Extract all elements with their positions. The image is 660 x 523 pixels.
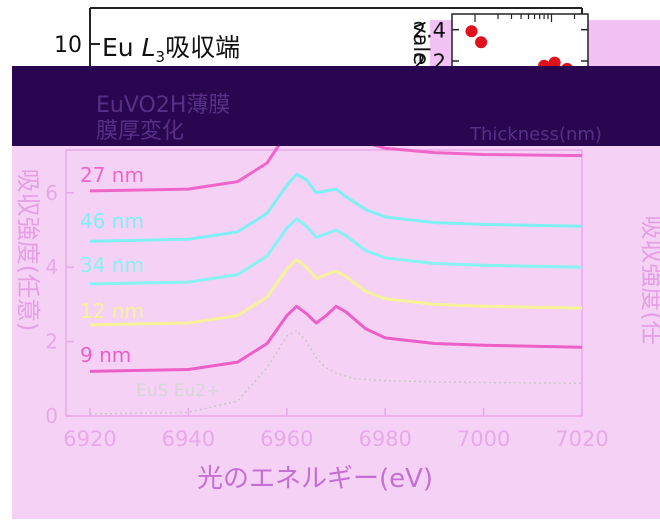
right-axis-label: 吸収強度(任 — [638, 215, 660, 344]
x-tick-label: 7000 — [457, 427, 510, 451]
series-lines — [89, 146, 583, 415]
y-tick-label: 2 — [45, 330, 58, 354]
series-line — [89, 146, 583, 193]
y-tick-label: 4 — [45, 255, 58, 279]
series-label: 34 nm — [80, 253, 144, 277]
series-line — [89, 258, 583, 327]
series-line — [89, 304, 583, 373]
series-label: 27 nm — [80, 163, 144, 187]
y-tick-label: 6 — [45, 181, 58, 205]
inset-y-tick-label: 2.4 — [413, 19, 446, 43]
series-label: EuS Eu2+ — [136, 381, 220, 401]
inset-data-point — [548, 56, 561, 69]
series-label: 12 nm — [80, 299, 144, 323]
series-line — [89, 329, 583, 415]
pink-background — [12, 146, 660, 519]
sample-annotation: EuVO2H薄膜 — [96, 93, 230, 118]
lower-plot-area — [65, 149, 583, 417]
y-tick-label: 10 — [54, 33, 82, 58]
inset-data-point — [465, 25, 478, 38]
axis-ticks: 6920 6940 6960 6980 7000 7020 0 2 4 6 — [45, 181, 608, 451]
chart-title-annotation: Eu L3吸収端 — [102, 33, 240, 66]
inset-data-point — [475, 36, 488, 49]
x-tick-label: 7020 — [555, 427, 608, 451]
x-tick-label: 6980 — [358, 427, 411, 451]
x-tick-label: 6940 — [162, 427, 215, 451]
series-label: 9 nm — [80, 343, 131, 367]
series-line — [89, 172, 583, 243]
x-tick-label: 6920 — [63, 427, 116, 451]
inset-x-label: Thickness(nm) — [469, 124, 602, 145]
variation-annotation: 膜厚変化 — [96, 119, 184, 144]
series-line — [89, 217, 583, 286]
y-tick-label: 0 — [45, 404, 58, 428]
x-axis-label: 光のエネルギー(eV) — [197, 464, 433, 494]
series-label: 46 nm — [80, 209, 144, 233]
y-axis-label: 吸収強度(任意) — [14, 169, 42, 332]
x-tick-label: 6960 — [260, 427, 313, 451]
